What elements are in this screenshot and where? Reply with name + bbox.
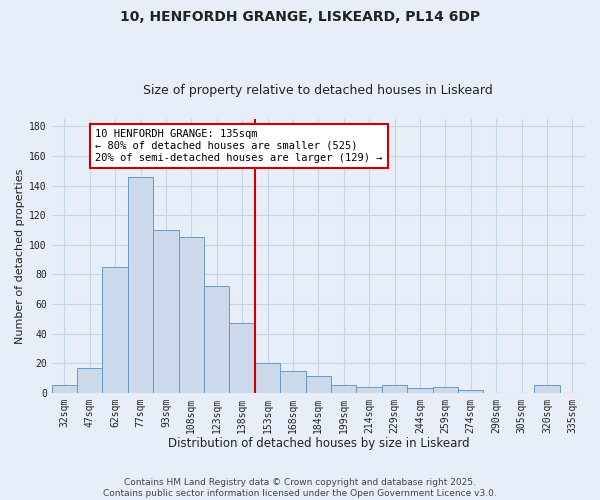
Text: 10 HENFORDH GRANGE: 135sqm
← 80% of detached houses are smaller (525)
20% of sem: 10 HENFORDH GRANGE: 135sqm ← 80% of deta… xyxy=(95,130,382,162)
Bar xyxy=(77,368,103,392)
Bar xyxy=(433,387,458,392)
Bar xyxy=(179,238,204,392)
Bar xyxy=(331,386,356,392)
Title: Size of property relative to detached houses in Liskeard: Size of property relative to detached ho… xyxy=(143,84,493,97)
Bar xyxy=(458,390,484,392)
Bar xyxy=(52,386,77,392)
Bar xyxy=(305,376,331,392)
Text: 10, HENFORDH GRANGE, LISKEARD, PL14 6DP: 10, HENFORDH GRANGE, LISKEARD, PL14 6DP xyxy=(120,10,480,24)
Bar xyxy=(128,176,153,392)
Bar xyxy=(356,387,382,392)
X-axis label: Distribution of detached houses by size in Liskeard: Distribution of detached houses by size … xyxy=(167,437,469,450)
Bar xyxy=(382,386,407,392)
Y-axis label: Number of detached properties: Number of detached properties xyxy=(15,168,25,344)
Text: Contains HM Land Registry data © Crown copyright and database right 2025.
Contai: Contains HM Land Registry data © Crown c… xyxy=(103,478,497,498)
Bar xyxy=(255,363,280,392)
Bar xyxy=(229,323,255,392)
Bar xyxy=(153,230,179,392)
Bar xyxy=(534,386,560,392)
Bar xyxy=(204,286,229,393)
Bar xyxy=(103,267,128,392)
Bar xyxy=(407,388,433,392)
Bar xyxy=(280,370,305,392)
